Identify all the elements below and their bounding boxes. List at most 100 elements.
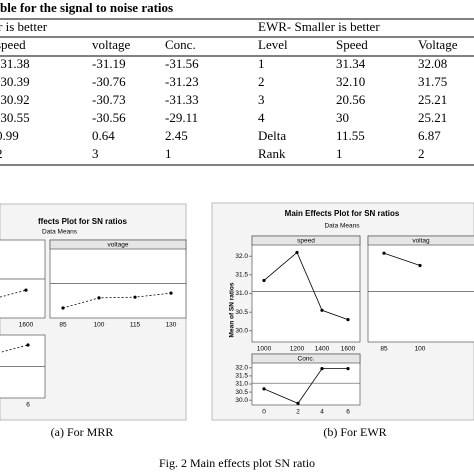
x-tick-label: 1600 xyxy=(341,346,356,353)
effect-line xyxy=(263,251,349,320)
panel xyxy=(49,239,187,319)
table-cell: 3 xyxy=(92,146,99,161)
x-tick-label: 0 xyxy=(262,409,266,416)
table-cell: 1 xyxy=(165,146,172,161)
y-tick-label: 30.5 xyxy=(235,389,248,396)
panel-header xyxy=(367,235,474,246)
x-tick-label: 1200 xyxy=(290,346,305,353)
y-tick-label: 30.0 xyxy=(235,328,248,335)
effect-line xyxy=(383,252,421,266)
table-cell: 30 xyxy=(336,110,349,125)
table-cell: 25.21 xyxy=(418,92,447,107)
data-point xyxy=(24,288,28,292)
panel-header xyxy=(251,235,361,246)
table-cell: -31.38 xyxy=(0,56,30,71)
x-tick-label: 1600 xyxy=(19,322,34,329)
panel-label: voltag xyxy=(412,238,430,245)
caption: (a) For MRR xyxy=(51,425,114,439)
panel xyxy=(367,235,474,343)
table-cell: -30.73 xyxy=(92,92,126,107)
table-cell: 31.34 xyxy=(336,56,366,71)
panel xyxy=(251,235,361,343)
data-point xyxy=(26,343,30,347)
table-cell: -30.76 xyxy=(92,74,126,89)
data-point xyxy=(133,295,137,299)
x-tick-label: 100 xyxy=(415,346,426,353)
y-tick-label: 30.0 xyxy=(235,397,248,404)
column-header: Speed xyxy=(336,37,368,52)
x-tick-label: 6 xyxy=(346,409,350,416)
column-header: Conc. xyxy=(165,37,196,52)
y-tick-label: 31.0 xyxy=(235,381,248,388)
x-tick-label: 85 xyxy=(59,322,67,329)
panel-label: speed xyxy=(297,238,315,245)
figure-caption: Fig. 2 Main effects plot SN ratio xyxy=(159,456,315,470)
table-cell: Delta xyxy=(258,128,286,143)
x-tick-label: 85 xyxy=(380,346,388,353)
x-tick-label: 100 xyxy=(94,322,105,329)
y-tick-label: 32.0 xyxy=(235,253,248,260)
x-tick-label: 115 xyxy=(130,322,141,329)
effect-line xyxy=(0,344,29,353)
figure-title: ffects Plot for SN ratios xyxy=(38,217,127,226)
data-point xyxy=(169,291,173,295)
table-cell: 2 xyxy=(258,74,265,89)
column-header: Voltage xyxy=(418,37,458,52)
y-tick-label: 32.0 xyxy=(235,365,248,372)
table-cell: -31.33 xyxy=(165,92,199,107)
data-point xyxy=(418,263,422,268)
caption: (b) For EWR xyxy=(323,425,386,439)
panel-label: Conc. xyxy=(298,356,315,363)
data-point xyxy=(262,387,266,391)
table-cell: 2 xyxy=(0,146,3,161)
table-cell: -30.56 xyxy=(92,110,126,125)
table-cell: -31.23 xyxy=(165,74,199,89)
table-cell: 0.64 xyxy=(92,128,115,143)
column-header: voltage xyxy=(92,37,130,52)
table-cell: -31.19 xyxy=(92,56,126,71)
y-tick-label: 31.5 xyxy=(235,272,248,279)
table-cell: -31.56 xyxy=(165,56,199,71)
y-axis-label: Mean of SN ratios xyxy=(229,282,236,337)
table-cell: 25.21 xyxy=(418,110,447,125)
figure-subtitle: Data Means xyxy=(324,223,360,230)
y-tick-label: 31.5 xyxy=(235,373,248,380)
table-cell: -29.11 xyxy=(165,110,198,125)
table-cell: 32.08 xyxy=(418,56,447,71)
table-cell: 32.10 xyxy=(336,74,365,89)
data-point xyxy=(346,318,350,322)
table-cell: 1 xyxy=(336,146,343,161)
table-cell: 1 xyxy=(258,56,265,71)
data-point xyxy=(97,296,101,300)
data-point xyxy=(320,367,324,371)
data-point xyxy=(295,250,299,255)
panel-header xyxy=(251,353,361,364)
table-cell: -30.39 xyxy=(0,74,30,89)
panel-header xyxy=(49,239,187,250)
group-header: EWR- Smaller is better xyxy=(258,19,380,34)
figure-subtitle: Data Means xyxy=(42,229,78,236)
data-point xyxy=(61,306,65,310)
panel-label: voltage xyxy=(108,242,129,249)
x-tick-label: 4 xyxy=(320,409,324,416)
x-tick-label: 130 xyxy=(166,322,177,329)
y-tick-label: 30.5 xyxy=(235,309,248,316)
table-cell: 31.75 xyxy=(418,74,447,89)
data-point xyxy=(320,308,324,312)
data-point xyxy=(262,278,266,283)
y-tick-label: 31.0 xyxy=(235,290,248,297)
column-header: speed xyxy=(0,37,26,52)
column-header: Level xyxy=(258,37,288,52)
data-point xyxy=(346,367,350,371)
x-tick-label: 1400 xyxy=(315,346,330,353)
x-tick-label: 1000 xyxy=(257,346,272,353)
x-tick-label: 2 xyxy=(296,409,300,416)
effect-line xyxy=(263,368,348,404)
table-cell: 2.45 xyxy=(165,128,188,143)
table-cell: 2 xyxy=(418,146,425,161)
table-cell: -30.92 xyxy=(0,92,30,107)
table-cell: Rank xyxy=(258,146,286,161)
effect-line xyxy=(0,289,27,298)
table-cell: 3 xyxy=(258,92,265,107)
